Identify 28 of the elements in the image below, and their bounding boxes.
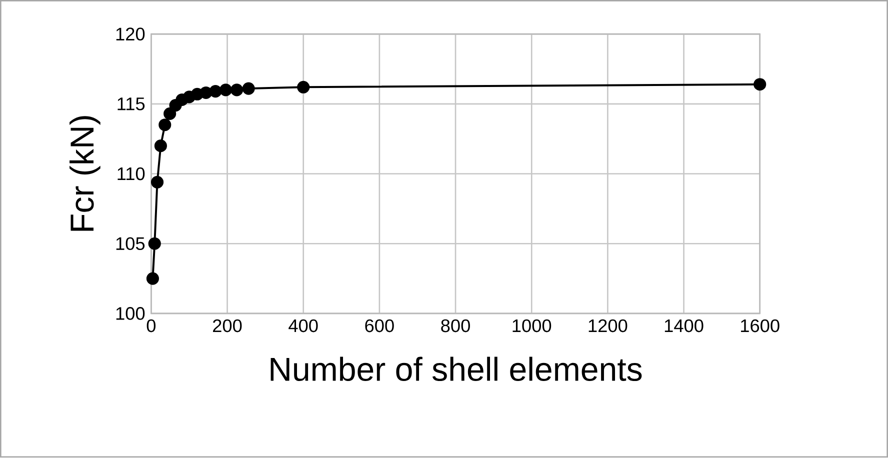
point <box>158 118 172 132</box>
y-tick-label: 100 <box>116 307 145 320</box>
point <box>209 85 222 98</box>
y-axis-title: Fcr (kN) <box>70 116 100 231</box>
x-tick-label: 600 <box>365 320 394 332</box>
x-tick-label: 200 <box>213 320 242 332</box>
x-tick-label: 1600 <box>741 320 780 332</box>
y-tick-label: 110 <box>118 168 145 180</box>
point <box>230 84 244 96</box>
x-axis-title: Number of shell elements <box>270 356 642 382</box>
y-tick-label: 115 <box>118 98 145 110</box>
point <box>754 78 766 91</box>
x-tick-label: 800 <box>441 320 470 332</box>
x-tick-label: 0 <box>146 320 156 332</box>
x-tick-label: 400 <box>288 320 318 332</box>
x-tick-label: 1200 <box>588 320 628 332</box>
point <box>219 84 232 96</box>
point <box>150 176 164 189</box>
point <box>242 82 255 96</box>
point <box>148 238 161 250</box>
point <box>154 140 167 152</box>
x-tick-label: 1400 <box>664 320 704 332</box>
y-tick-label: 120 <box>116 28 145 41</box>
point <box>164 108 176 120</box>
x-tick-label: 1000 <box>512 320 552 332</box>
point <box>146 272 159 286</box>
point <box>297 81 310 94</box>
y-tick-label: 105 <box>116 237 145 250</box>
